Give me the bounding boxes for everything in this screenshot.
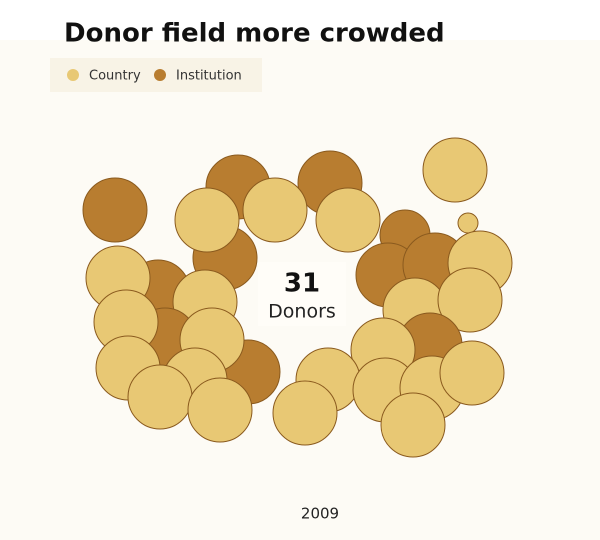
legend-label: Institution [176,69,242,84]
year-label: 2009 [301,505,339,523]
donor-bubble [174,187,240,253]
chart-title: Donor field more crowded [64,19,445,49]
legend-swatch [67,69,79,81]
donor-bubble [439,340,505,406]
donor-bubble [315,187,381,253]
donor-bubble [437,267,503,333]
bubble-cluster [82,137,513,458]
legend-label: Country [89,69,141,84]
donor-bubble [242,177,308,243]
donor-bubble [272,380,338,446]
legend-swatch [154,69,166,81]
donor-bubble [422,137,488,203]
center-backdrop [258,262,346,326]
donor-count: 31 [284,269,320,299]
donor-label: Donors [268,301,336,323]
donor-bubble [127,364,193,430]
donor-bubble [187,377,253,443]
donor-bubble [82,177,148,243]
donor-bubble [457,212,479,234]
donor-bubble [380,392,446,458]
